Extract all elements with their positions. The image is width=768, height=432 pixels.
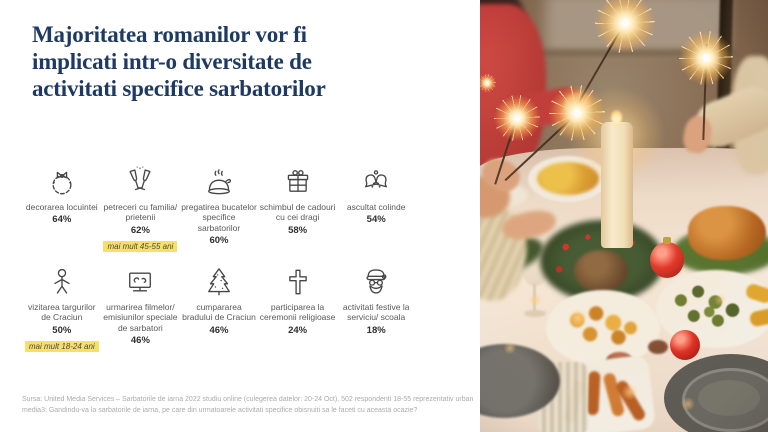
tv-icon [129,272,152,292]
page-title: Majoritatea romanilor vor fi implicati i… [32,21,452,102]
activity-value: 58% [288,224,308,236]
source-line: media3: Gandindu-va la sarbatorile de ia… [22,407,418,415]
title-line: implicati intr-o diversitate de [32,49,312,74]
wreath-icon [52,171,72,195]
activity-note: mai mult 45-55 ani [103,240,178,252]
gingerbread-icon [54,268,70,294]
activity-note: mai mult 18-24 ani [24,340,99,352]
activity-label: vizitarea targurilor de Craciun [28,302,96,323]
champagne-glasses-icon [129,166,151,191]
activity-value: 60% [209,235,229,247]
activity-label: petreceri cu familia/ prietenii [103,202,178,223]
gift-icon [287,169,308,192]
christmas-tree-icon [208,268,230,296]
activity-label: cumpararea bradului de Craciun [182,302,256,323]
activity-label: pregatirea bucatelor specifice sarbatori… [181,202,257,233]
activity-value: 54% [366,214,386,226]
activity-value: 46% [209,324,229,336]
title-line: activitati specifice sarbatorilor [32,76,326,101]
photo-string-lights [480,0,768,432]
activity-item: decorarea locuintei 64% [24,165,100,225]
activity-label: urmarirea filmelor/ emisiunilor speciale… [103,302,178,333]
activity-label: participarea la ceremonii religioase [259,302,336,323]
source-note: Sursa: United Media Services – Sarbatori… [22,394,484,416]
activity-value: 18% [366,324,386,336]
activities-grid: decorarea locuintei 64% petreceri cu fam… [24,165,414,354]
activity-item: vizitarea targurilor de Craciun 50% mai … [24,265,100,354]
activity-label: ascultat colinde [346,202,406,212]
activity-value: 50% [52,324,72,336]
activity-item: petreceri cu familia/ prietenii 62% mai … [103,165,179,254]
activity-item: pregatirea bucatelor specifice sarbatori… [181,165,257,246]
activity-item: activitati festive la serviciu/ scoala 1… [338,265,414,336]
activity-value: 46% [130,335,150,347]
roast-dish-icon [208,169,232,195]
bells-icon [365,170,388,188]
activity-label: activitati festive la serviciu/ scoala [342,302,410,323]
activity-item: participarea la ceremonii religioase 24% [259,265,336,336]
cross-icon [288,269,307,295]
activity-value: 24% [288,324,308,336]
festive-photo [480,0,768,432]
title-line: Majoritatea romanilor vor fi [32,22,307,47]
activity-label: schimbul de cadouri cu cei dragi [259,202,336,223]
photo-vignette [480,0,768,432]
activity-label: decorarea locuintei [25,202,98,212]
santa-icon [366,269,387,294]
source-line: Sursa: United Media Services – Sarbatori… [22,396,474,403]
activity-item: schimbul de cadouri cu cei dragi 58% [259,165,336,236]
activity-item: urmarirea filmelor/ emisiunilor speciale… [103,265,179,346]
activity-item: ascultat colinde 54% [338,165,414,225]
activity-value: 62% [130,224,150,236]
activity-value: 64% [52,214,72,226]
activity-item: cumpararea bradului de Craciun 46% [181,265,257,336]
